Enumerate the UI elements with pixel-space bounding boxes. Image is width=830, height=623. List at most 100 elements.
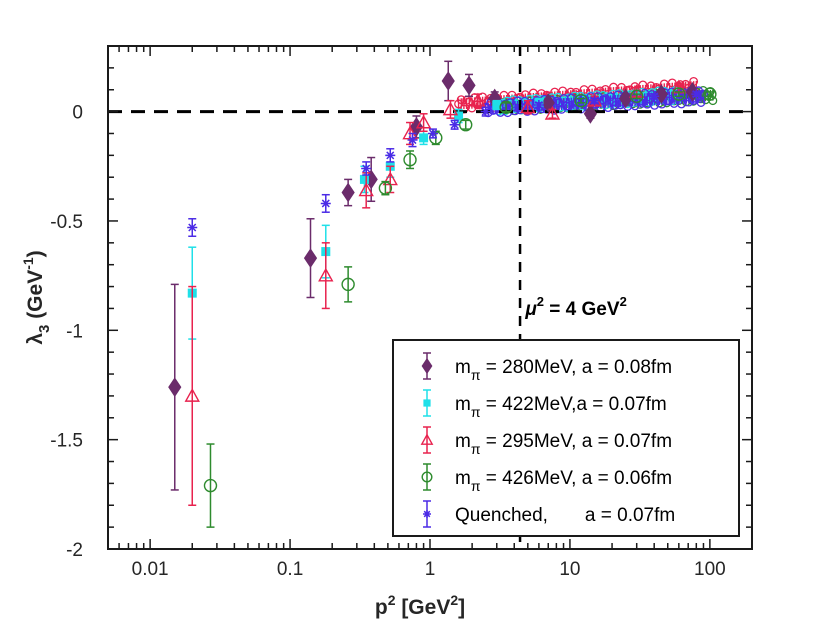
legend-label: mπ = 422MeV,a = 0.07fm [455,394,667,420]
x-tick-label: 100 [694,559,726,580]
data-point [492,99,502,111]
data-point [691,89,702,100]
band-point [664,96,674,106]
marker-asterisk [589,95,600,106]
x-tick-label: 10 [559,559,580,580]
marker-triangle [442,101,459,116]
legend-label-text: = 426MeV, a = 0.06fm [481,468,673,489]
marker-asterisk [533,100,544,111]
marker-circle [672,87,686,101]
mu-annotation: μ2 = 4 GeV2 [524,294,626,320]
data-point [361,161,372,176]
data-point [470,92,486,108]
marker-triangle [470,92,486,107]
x-axis-label-rest: [GeV [395,596,450,619]
marker-circle [341,277,355,292]
marker-triangle [184,387,200,402]
data-point [407,132,418,148]
x-tick-label: 0.01 [132,559,169,580]
marker-asterisk [361,163,372,174]
marker-circle [421,471,433,483]
data-point [303,218,318,299]
data-point [499,100,513,114]
marker-asterisk [649,91,660,102]
y-axis-label-end: ) [24,250,47,257]
marker-diamond [421,357,433,375]
marker-asterisk [480,106,491,117]
legend-label-text: = 280MeV, a = 0.08fm [481,357,673,378]
series-layer [168,60,717,528]
data-point [385,148,396,163]
data-point [168,283,182,491]
marker-circle [403,153,417,167]
legend-label-text: Quenched, a = 0.07fm [455,505,675,526]
legend-entry-3: mπ = 426MeV, a = 0.06fm [421,463,672,494]
marker-diamond [619,88,633,109]
x-axis-label-sup: 2 [388,592,396,608]
marker-asterisk [320,198,331,209]
data-point [703,87,717,101]
legend-label: Quenched, a = 0.07fm [455,505,675,526]
legend-label-pre: m [455,431,471,452]
marker-asterisk [423,510,431,518]
legend-entry-2: mπ = 295MeV, a = 0.07fm [420,426,672,457]
marker-asterisk [449,119,460,130]
marker-diamond [462,75,476,96]
legend-label: mπ = 295MeV, a = 0.07fm [455,431,672,457]
legend-label: mπ = 280MeV, a = 0.08fm [455,357,672,383]
marker-triangle [544,105,561,120]
marker-triangle [520,99,536,114]
marker-square [492,100,502,110]
legend-label-text: = 295MeV, a = 0.07fm [481,431,673,452]
data-point [654,84,668,105]
data-point [318,242,334,310]
legend-entry-0: mπ = 280MeV, a = 0.08fm [421,352,672,383]
marker-asterisk [691,89,702,100]
marker-diamond [583,103,597,124]
y-axis-label-rest: (GeV [24,270,47,325]
marker-diamond [541,92,555,113]
x-tick-label: 0.1 [277,559,303,580]
data-point [589,95,600,106]
band-point [456,95,466,105]
marker-asterisk [385,150,396,161]
marker-diamond [303,248,318,269]
data-point [427,128,438,139]
y-tick-label: -1 [66,321,83,342]
data-point [320,193,331,213]
legend-label-text: = 422MeV,a = 0.07fm [481,394,667,415]
mu-annotation-symbol: μ [524,299,537,320]
y-tick-label: 0 [72,103,83,124]
data-point [533,100,544,111]
data-point [649,91,660,102]
marker-asterisk [187,222,198,233]
y-axis-label: λ3 (GeV-1) [20,250,53,344]
data-point [378,180,393,196]
marker-diamond [654,84,668,105]
mu-annotation-mid: = 4 GeV [544,299,620,320]
data-point [541,92,555,113]
marker-circle [378,181,393,195]
y-axis-label-sub: 3 [36,325,53,333]
y-tick-label: -0.5 [50,212,83,233]
marker-circle [703,87,717,101]
data-point [574,93,588,108]
data-point [459,118,473,132]
band-point [684,97,694,107]
series-2 [184,79,687,507]
marker-triangle [420,433,434,445]
y-axis-label-sup: -1 [20,257,36,270]
band-point [601,94,611,104]
legend-box [392,339,740,537]
data-point [184,285,200,507]
legend-label-sub: π [471,478,481,494]
data-point [583,103,597,124]
data-point [480,106,491,117]
x-axis-label-main: p [375,596,388,619]
data-point [462,73,476,98]
legend-label: mπ = 426MeV, a = 0.06fm [455,468,672,494]
data-point [619,88,633,109]
data-point [672,87,686,101]
annotation-layer: μ2 = 4 GeV2 [524,294,626,320]
